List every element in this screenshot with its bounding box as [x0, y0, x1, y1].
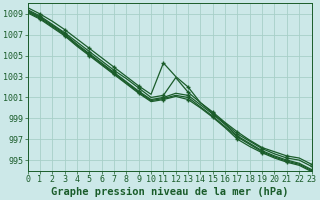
X-axis label: Graphe pression niveau de la mer (hPa): Graphe pression niveau de la mer (hPa): [51, 186, 288, 197]
